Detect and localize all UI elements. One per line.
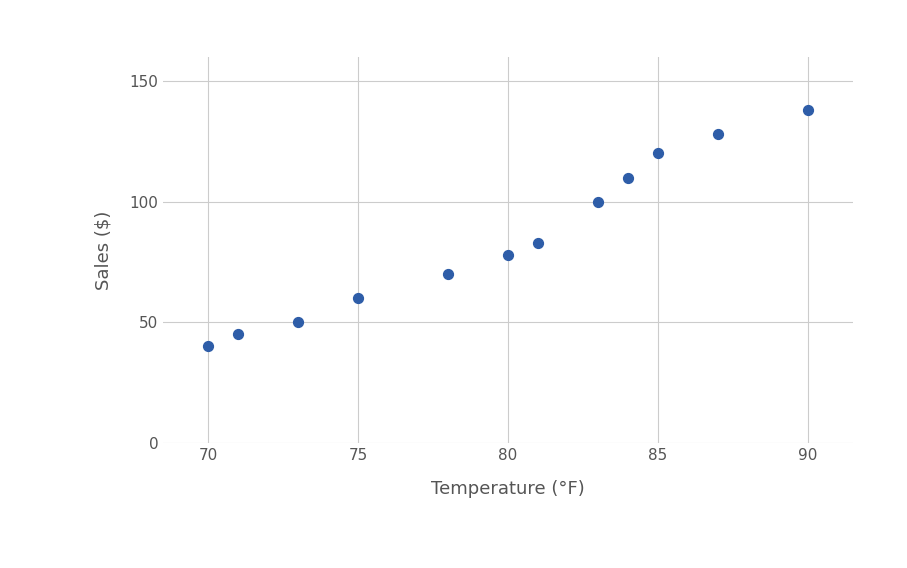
Point — [650, 149, 665, 158]
Point — [590, 197, 605, 206]
Point — [291, 318, 306, 327]
Point — [501, 250, 515, 260]
Point — [531, 238, 545, 247]
Point — [800, 106, 814, 115]
Point — [351, 294, 366, 303]
Point — [201, 342, 216, 351]
Point — [620, 173, 635, 182]
Point — [441, 270, 455, 279]
Y-axis label: Sales ($): Sales ($) — [95, 210, 112, 290]
Point — [231, 330, 246, 339]
X-axis label: Temperature (°F): Temperature (°F) — [431, 479, 585, 498]
Point — [710, 130, 725, 139]
